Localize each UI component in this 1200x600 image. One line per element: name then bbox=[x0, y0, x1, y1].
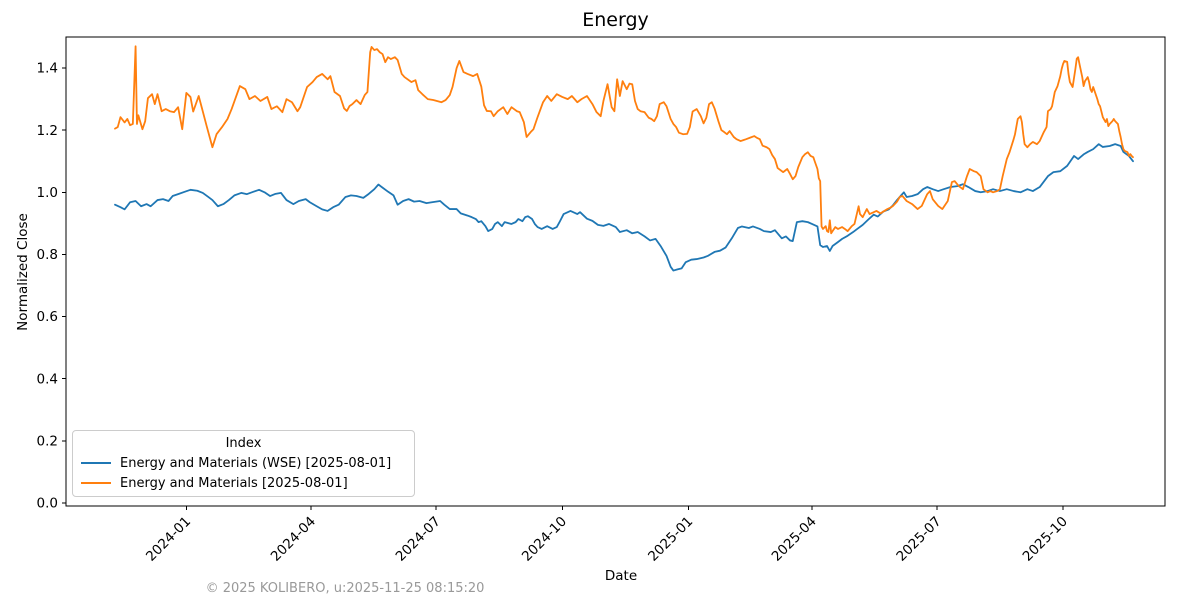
legend-label-benchmark: Energy and Materials [2025-08-01] bbox=[120, 475, 348, 491]
y-tick-label: 0.8 bbox=[37, 247, 58, 263]
y-tick-label: 0.2 bbox=[37, 433, 58, 449]
y-tick-label: 0.6 bbox=[37, 309, 58, 325]
x-tick-label: 2024-10 bbox=[519, 514, 570, 565]
legend-line-swatch-orange bbox=[81, 482, 111, 484]
y-tick-label: 1.0 bbox=[37, 185, 58, 201]
x-tick-label: 2025-01 bbox=[645, 514, 696, 565]
y-tick-label: 1.2 bbox=[37, 123, 58, 139]
chart-title: Energy bbox=[582, 9, 649, 31]
x-tick-label: 2025-04 bbox=[769, 514, 820, 565]
footer-watermark: © 2025 KOLIBERO, u:2025-11-25 08:15:20 bbox=[205, 581, 485, 596]
x-tick-label: 2024-07 bbox=[393, 514, 444, 565]
legend-entry-benchmark: Energy and Materials [2025-08-01] bbox=[81, 473, 406, 493]
legend-line-swatch-blue bbox=[81, 462, 111, 464]
x-tick-label: 2024-04 bbox=[268, 514, 319, 565]
x-tick-label: 2024-01 bbox=[143, 514, 194, 565]
x-tick-label: 2025-07 bbox=[893, 514, 944, 565]
legend-entry-wse: Energy and Materials (WSE) [2025-08-01] bbox=[81, 453, 406, 473]
legend-label-wse: Energy and Materials (WSE) [2025-08-01] bbox=[120, 455, 392, 471]
y-tick-label: 0.0 bbox=[37, 495, 58, 511]
legend: Index Energy and Materials (WSE) [2025-0… bbox=[72, 430, 415, 497]
y-axis-label: Normalized Close bbox=[15, 213, 31, 331]
series-line-wse bbox=[114, 143, 1134, 272]
x-axis-label: Date bbox=[604, 568, 638, 584]
legend-title: Index bbox=[225, 436, 262, 451]
y-tick-label: 1.4 bbox=[37, 61, 58, 77]
plot-area-border bbox=[65, 36, 1166, 507]
y-tick-label: 0.4 bbox=[37, 371, 58, 387]
x-tick-label: 2025-10 bbox=[1020, 514, 1071, 565]
series-line-benchmark bbox=[114, 45, 1134, 235]
